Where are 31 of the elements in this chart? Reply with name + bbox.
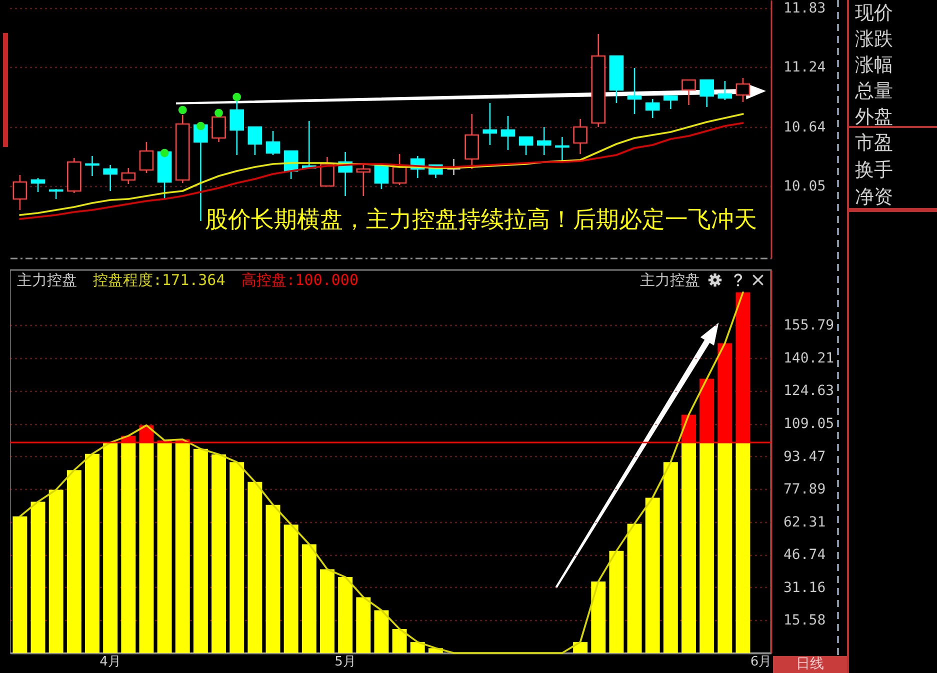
y-tick-label: 155.79 (784, 318, 834, 334)
text: 控盘程度:171.364 (93, 271, 226, 289)
x-tick-label: 6月 (750, 654, 772, 670)
text: 市盈 (854, 131, 894, 156)
y-tick-label: 77.89 (784, 482, 826, 498)
y-tick-label: 124.63 (784, 383, 834, 400)
y-tick-label: 10.05 (784, 178, 826, 194)
text: 外盘 (854, 105, 894, 130)
y-tick-label: 109.05 (784, 416, 834, 432)
y-tick-label: 140.21 (784, 350, 834, 366)
text: 总量 (854, 79, 894, 104)
y-tick-label: 46.74 (784, 547, 826, 564)
y-tick-label: 11.24 (784, 60, 826, 76)
annotation: 股价长期横盘，主力控盘持续拉高！后期必定一飞冲天 (205, 207, 757, 233)
x-tick-label: 5月 (334, 654, 356, 670)
text: 现价 (854, 1, 894, 26)
text: 换手 (854, 158, 894, 183)
y-tick-label: 15.58 (784, 612, 826, 629)
y-tick-label: 11.83 (784, 0, 826, 16)
chart-subtitle: 主力控盘 (640, 271, 700, 289)
y-tick-label: 93.47 (784, 448, 826, 465)
text: 涨跌 (854, 27, 894, 52)
text: 涨幅 (854, 53, 894, 78)
y-tick-label: 31.16 (784, 580, 826, 596)
y-tick-label: 62.31 (784, 514, 826, 530)
text: 净资 (854, 185, 894, 210)
ref-line-label: 高控盘:100.000 (241, 271, 358, 289)
x-tick-label: 4月 (100, 654, 121, 670)
tab: 日线 (773, 656, 847, 673)
y-tick-label: 10.64 (784, 120, 826, 136)
chart-title: 主力控盘 (17, 271, 77, 289)
